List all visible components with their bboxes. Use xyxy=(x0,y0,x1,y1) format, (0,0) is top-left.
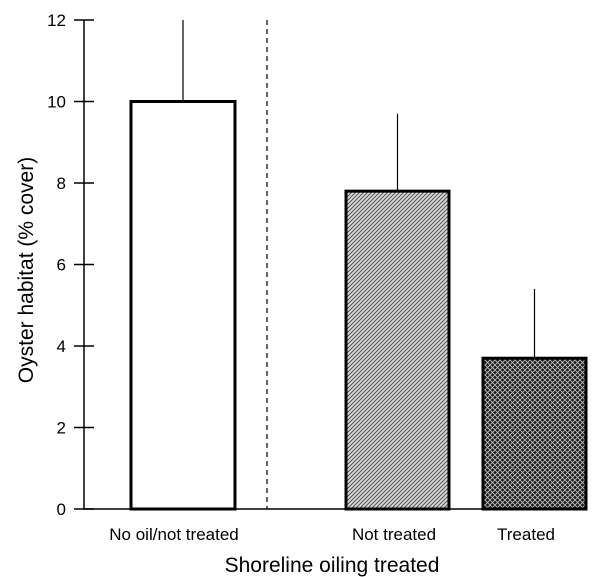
y-tick-label: 0 xyxy=(57,500,66,519)
bar xyxy=(129,100,237,511)
bar xyxy=(344,189,451,511)
category-label: Treated xyxy=(497,525,555,544)
bar xyxy=(481,356,588,511)
y-tick-label: 6 xyxy=(57,256,66,275)
category-label: No oil/not treated xyxy=(109,525,238,544)
y-tick-label: 8 xyxy=(57,174,66,193)
bars: No oil/not treated Not treated Treated xyxy=(109,20,588,544)
y-tick-label: 2 xyxy=(57,419,66,438)
y-tick-label: 12 xyxy=(47,11,66,30)
y-tick-label: 10 xyxy=(47,93,66,112)
x-axis-title: Shoreline oiling treated xyxy=(225,554,440,577)
category-label: Not treated xyxy=(352,525,436,544)
y-axis-title: Oyster habitat (% cover) xyxy=(15,157,38,383)
y-tick-label: 4 xyxy=(57,337,66,356)
